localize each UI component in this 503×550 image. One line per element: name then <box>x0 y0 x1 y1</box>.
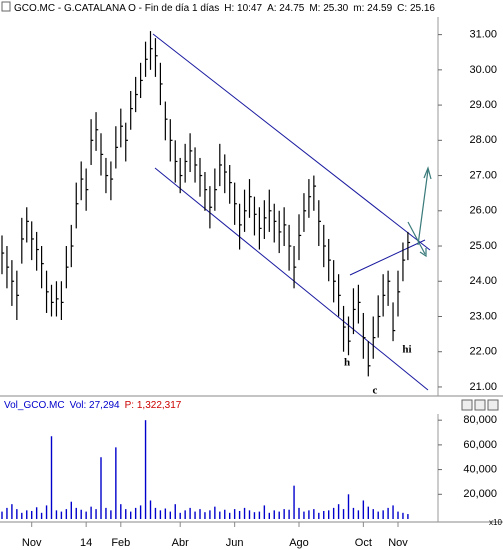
info: M: 25.30 <box>309 3 348 14</box>
panel-buttons <box>461 399 499 411</box>
volume-title: Vol_GCO.MC <box>4 400 65 411</box>
y-tick-label: 60,000 <box>463 439 497 451</box>
x-tick-label: Nov <box>22 537 42 549</box>
trend-channel <box>152 33 431 391</box>
y-tick-label: 24.00 <box>469 275 497 287</box>
neckline <box>349 239 426 276</box>
annotation: h <box>344 357 350 369</box>
channel-upper <box>152 33 431 251</box>
y-tick-label: 30.00 <box>469 64 497 76</box>
info: m: 24.59 <box>353 3 392 14</box>
annotation: c <box>373 385 378 397</box>
info: A: 24.75 <box>267 3 305 14</box>
arrow-head <box>423 166 432 180</box>
arrows <box>407 166 432 258</box>
x-tick-label: Nov <box>388 537 408 549</box>
info: H: 10:47 <box>224 3 262 14</box>
y-tick-label: 27.00 <box>469 169 497 181</box>
y-tick-label: 29.00 <box>469 99 497 111</box>
y-tick-label: 26.00 <box>469 205 497 217</box>
y-tick-label: 28.00 <box>469 134 497 146</box>
button[interactable] <box>487 399 499 411</box>
arrow-down <box>407 221 426 255</box>
info: P: 1,322,317 <box>125 400 182 411</box>
menu-button[interactable] <box>1 1 11 12</box>
x-tick-label: Abr <box>172 537 189 549</box>
annotation: hi <box>402 344 411 356</box>
y-tick-label: 80,000 <box>463 414 497 426</box>
price-header: GCO.MC - G.CATALANA O - Fin de día 1 día… <box>14 3 435 14</box>
scale-note: x10 <box>489 518 502 527</box>
x-tick-label: Jun <box>226 537 244 549</box>
x-tick-label: Ago <box>289 537 309 549</box>
x-tick-label: Feb <box>111 537 130 549</box>
channel-lower <box>154 167 429 391</box>
y-tick-label: 23.00 <box>469 310 497 322</box>
info: Vol: 27,294 <box>70 400 120 411</box>
button[interactable] <box>474 399 486 411</box>
y-tick-label: 20,000 <box>463 488 497 500</box>
x-tick-label: Oct <box>355 537 372 549</box>
y-tick-label: 31.00 <box>469 29 497 41</box>
button[interactable] <box>461 399 473 411</box>
y-tick-label: 25.00 <box>469 240 497 252</box>
info: C: 25.16 <box>397 3 435 14</box>
arrow-up <box>417 169 429 246</box>
price-title: GCO.MC - G.CATALANA O - Fin de día 1 día… <box>14 3 219 14</box>
y-tick-label: 40,000 <box>463 463 497 475</box>
volume-header: Vol_GCO.MC Vol: 27,294 P: 1,322,317 <box>4 400 182 411</box>
y-tick-label: 21.00 <box>469 381 497 393</box>
arrow-head <box>419 248 427 258</box>
x-tick-label: 14 <box>80 537 92 549</box>
y-tick-label: 22.00 <box>469 346 497 358</box>
